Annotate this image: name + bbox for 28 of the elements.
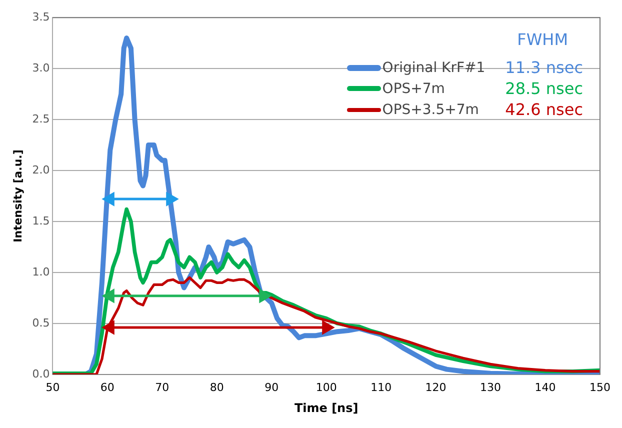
x-tick-label: 80	[210, 380, 224, 394]
x-tick-label: 100	[316, 380, 337, 394]
legend-label: Original KrF#1	[381, 58, 486, 78]
y-tick-label: 2.5	[32, 112, 50, 126]
y-tick-label: 1.0	[32, 265, 50, 278]
x-tick-label: 130	[480, 380, 502, 394]
y-tick-label: 2.0	[32, 163, 50, 176]
legend-label: OPS+7m	[381, 80, 446, 98]
annotation: 42.6 nsec	[504, 99, 584, 120]
annotation: 28.5 nsec	[504, 78, 584, 99]
y-axis-title: Intensity [a.u.]	[11, 150, 24, 242]
y-tick-label: 3.0	[32, 61, 50, 74]
x-tick-label: 140	[534, 380, 556, 394]
y-tick-label: 1.5	[32, 214, 50, 228]
annotation: 11.3 nsec	[504, 57, 584, 78]
x-tick-label: 50	[46, 380, 60, 394]
x-tick-label: 60	[100, 380, 114, 394]
x-tick-label: 110	[370, 380, 392, 394]
y-tick-label: 0.5	[32, 316, 50, 330]
x-tick-label: 120	[425, 380, 446, 394]
x-axis-title: Time [ns]	[294, 400, 358, 415]
x-tick-label: 150	[590, 380, 610, 394]
legend-label: OPS+3.5+7m	[381, 100, 480, 120]
y-tick-label: 3.5	[32, 10, 50, 24]
x-tick-label: 70	[155, 380, 170, 394]
legend-title: FWHM	[516, 29, 570, 51]
x-tick-label: 90	[264, 380, 279, 394]
y-tick-label: 0.0	[32, 367, 50, 380]
